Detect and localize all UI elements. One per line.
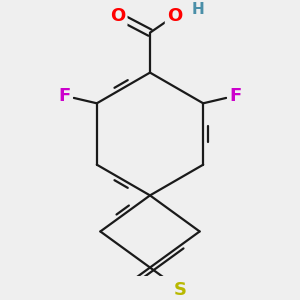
Text: O: O: [110, 7, 125, 25]
Text: O: O: [167, 7, 182, 25]
Text: F: F: [229, 87, 242, 105]
Text: H: H: [191, 2, 204, 17]
Text: F: F: [58, 87, 71, 105]
Text: S: S: [174, 281, 187, 299]
